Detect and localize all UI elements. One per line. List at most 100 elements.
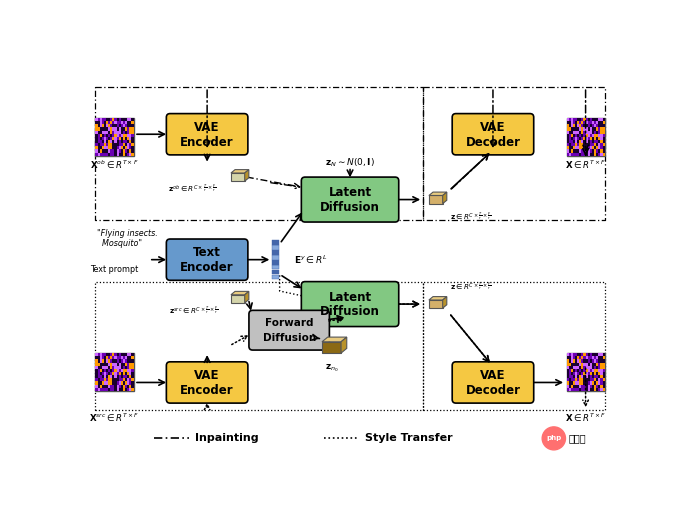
Bar (571, 153, 573, 156)
Bar (600, 378, 602, 381)
Bar (121, 134, 123, 137)
Bar (592, 388, 594, 391)
Bar (585, 143, 587, 146)
Bar (115, 385, 117, 388)
Bar (579, 385, 581, 388)
Bar (115, 378, 117, 381)
Bar (102, 134, 104, 137)
FancyBboxPatch shape (301, 281, 399, 327)
Bar (102, 137, 104, 140)
Bar (571, 118, 573, 121)
Text: VAE: VAE (480, 369, 505, 382)
Bar (123, 150, 125, 153)
Bar (104, 121, 106, 124)
Bar (583, 153, 585, 156)
Bar (573, 146, 575, 150)
Bar (573, 124, 575, 127)
Bar (110, 150, 113, 153)
Bar (592, 381, 594, 385)
Bar (596, 356, 598, 359)
Bar (577, 143, 579, 146)
Bar (123, 385, 125, 388)
Bar (129, 381, 131, 385)
Bar (113, 369, 115, 372)
Bar (125, 131, 127, 134)
Bar (598, 353, 600, 356)
Bar (123, 359, 125, 362)
Bar (123, 146, 125, 150)
Polygon shape (341, 337, 347, 353)
Bar (106, 146, 108, 150)
Text: $\mathbf{z}_{n_0}$: $\mathbf{z}_{n_0}$ (324, 362, 338, 374)
Bar (590, 381, 592, 385)
Bar (115, 372, 117, 375)
Bar (600, 381, 602, 385)
Text: Forward: Forward (265, 319, 313, 328)
Bar (583, 369, 585, 372)
Bar (104, 388, 106, 391)
Bar (575, 362, 577, 366)
Bar (592, 353, 594, 356)
Bar (106, 150, 108, 153)
Bar (571, 388, 573, 391)
Bar (577, 372, 579, 375)
Bar (98, 366, 100, 369)
Bar (125, 366, 127, 369)
Bar (123, 388, 125, 391)
Bar (573, 153, 575, 156)
Bar (108, 356, 110, 359)
Bar (113, 131, 115, 134)
Bar (598, 366, 600, 369)
Bar (106, 381, 108, 385)
Bar (585, 353, 587, 356)
Bar (569, 378, 571, 381)
Bar (117, 124, 119, 127)
Bar (600, 124, 602, 127)
Bar (102, 385, 104, 388)
Bar (598, 121, 600, 124)
Bar (594, 137, 596, 140)
Bar (115, 127, 117, 131)
Bar (571, 375, 573, 378)
Bar (581, 381, 583, 385)
Bar (96, 353, 134, 391)
Bar (590, 378, 592, 381)
Bar (592, 118, 594, 121)
Bar (577, 150, 579, 153)
Bar (602, 353, 604, 356)
Bar (590, 143, 592, 146)
Bar (573, 137, 575, 140)
Bar (127, 353, 129, 356)
Bar (592, 124, 594, 127)
Bar (573, 378, 575, 381)
Bar (119, 356, 121, 359)
Bar (127, 388, 129, 391)
Bar (596, 359, 598, 362)
Text: $\mathbf{z}_N \sim N(0, \mathbf{I})$: $\mathbf{z}_N \sim N(0, \mathbf{I})$ (325, 157, 375, 169)
Bar (602, 372, 604, 375)
Polygon shape (322, 337, 347, 342)
Bar (602, 366, 604, 369)
Bar (125, 143, 127, 146)
Bar (119, 143, 121, 146)
Text: "Flying insects.
  Mosquito": "Flying insects. Mosquito" (97, 229, 158, 248)
Bar (579, 131, 581, 134)
Bar (579, 375, 581, 378)
Bar (108, 353, 110, 356)
Bar (592, 356, 594, 359)
Bar (587, 131, 590, 134)
Text: $\mathbf{X}^{ob} \in R^{T \times F}$: $\mathbf{X}^{ob} \in R^{T \times F}$ (90, 158, 139, 171)
Bar (569, 366, 571, 369)
Bar (581, 131, 583, 134)
Bar (273, 265, 279, 269)
Bar (602, 137, 604, 140)
Bar (571, 140, 573, 143)
Bar (119, 362, 121, 366)
Bar (602, 359, 604, 362)
Bar (575, 353, 577, 356)
Bar (575, 150, 577, 153)
Bar (598, 143, 600, 146)
Bar (579, 127, 581, 131)
Bar (100, 127, 102, 131)
Bar (102, 140, 104, 143)
